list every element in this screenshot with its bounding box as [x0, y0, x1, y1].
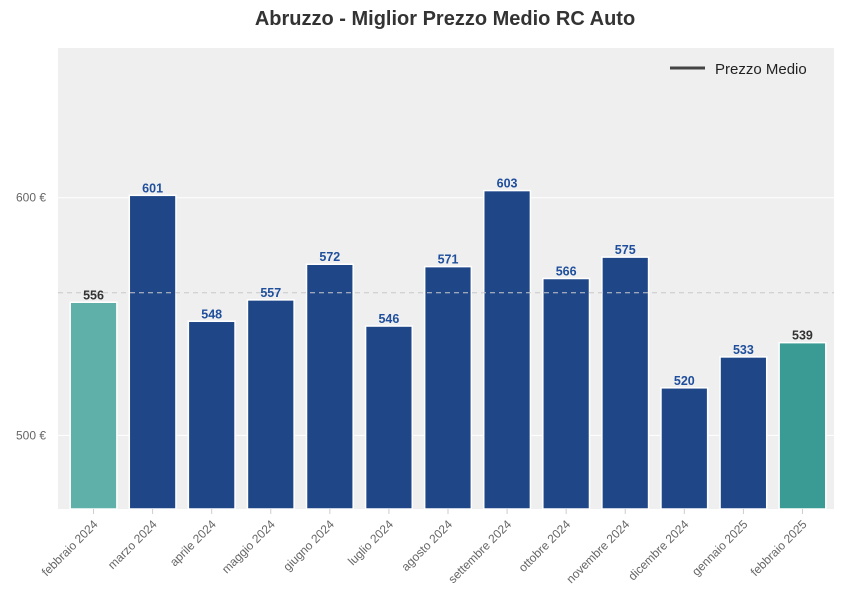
y-axis: 500 € 600 €	[16, 191, 46, 443]
bar-value-label: 572	[319, 250, 340, 264]
bar-value-label: 601	[142, 181, 163, 195]
x-tick-label: novembre 2024	[563, 517, 632, 586]
bars	[69, 189, 827, 510]
x-tick-label: luglio 2024	[345, 517, 396, 568]
bar	[305, 263, 354, 510]
legend-label: Prezzo Medio	[715, 61, 807, 78]
bar-value-label: 546	[378, 312, 399, 326]
bar	[187, 320, 236, 510]
bar	[69, 301, 118, 510]
bar-value-label: 566	[556, 265, 577, 279]
bar	[542, 277, 591, 510]
bar	[364, 325, 414, 510]
x-tick-label: febbraio 2025	[748, 517, 810, 579]
bar-value-label: 575	[615, 243, 636, 257]
x-tick-label: dicembre 2024	[625, 517, 691, 583]
bar	[660, 387, 709, 510]
bar	[423, 265, 473, 510]
bar-value-label: 557	[260, 286, 281, 300]
bar	[482, 189, 532, 510]
bar	[601, 256, 650, 510]
y-tick-label: 600 €	[16, 191, 46, 205]
bar-value-label: 533	[733, 343, 754, 357]
legend: Prezzo Medio	[670, 61, 807, 78]
x-tick-label: giugno 2024	[280, 517, 337, 574]
bar-value-label: 556	[83, 288, 104, 302]
bar	[128, 194, 177, 510]
bar	[246, 299, 295, 510]
x-tick-label: gennaio 2025	[689, 517, 751, 579]
bar-labels: 556 601 548 557 572 546 571 603 566 575 520 533 539	[83, 177, 813, 388]
bar-value-label: 539	[792, 329, 813, 343]
bar-value-label: 548	[201, 307, 222, 321]
x-axis: febbraio 2024 marzo 2024 aprile 2024 maggio…	[39, 509, 810, 586]
bar-value-label: 571	[438, 253, 459, 267]
x-tick-label: maggio 2024	[219, 517, 278, 576]
bar	[719, 356, 768, 510]
y-tick-label: 500 €	[16, 428, 46, 442]
chart-title: Abruzzo - Miglior Prezzo Medio RC Auto	[255, 8, 635, 30]
x-tick-label: agosto 2024	[399, 517, 456, 574]
x-tick-label: ottobre 2024	[516, 517, 574, 575]
x-tick-label: aprile 2024	[167, 517, 219, 569]
bar	[778, 341, 827, 510]
bar-value-label: 520	[674, 374, 695, 388]
x-tick-label: febbraio 2024	[39, 517, 101, 579]
x-tick-label: settembre 2024	[445, 517, 514, 586]
bar-value-label: 603	[497, 177, 518, 191]
x-tick-label: marzo 2024	[105, 517, 160, 572]
